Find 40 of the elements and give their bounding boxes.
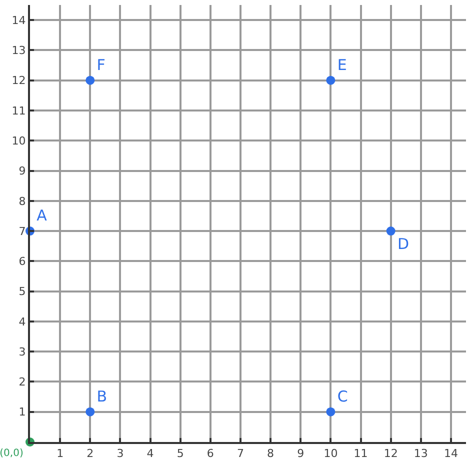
y-tick-label: 5 — [18, 285, 26, 298]
point — [86, 76, 95, 85]
x-tick-label: 6 — [206, 447, 214, 460]
x-tick-label: 2 — [86, 447, 94, 460]
y-tick-label: 6 — [18, 255, 26, 268]
x-tick-label: 4 — [146, 447, 154, 460]
point — [86, 407, 95, 416]
x-tick-label: 9 — [297, 447, 304, 460]
y-tick-label: 12 — [12, 74, 26, 88]
x-tick-label: 7 — [236, 447, 244, 460]
x-tick-label: 3 — [116, 447, 124, 460]
y-tick-label: 9 — [18, 164, 26, 178]
y-tick-label: 1 — [18, 406, 26, 419]
y-tick-label: 10 — [12, 134, 26, 148]
y-tick-label: 14 — [12, 14, 26, 27]
data-label: A — [36, 206, 48, 225]
x-tick-label: 12 — [384, 447, 398, 460]
data-label: F — [96, 56, 106, 74]
y-tick-label: 2 — [18, 376, 26, 389]
y-tick-label: 7 — [18, 224, 26, 238]
x-tick-label: 1 — [56, 447, 64, 460]
y-tick-label: 3 — [18, 345, 26, 358]
data-label: (0,0) — [0, 448, 24, 460]
y-tick-label: 11 — [12, 104, 26, 118]
y-tick-label: 8 — [18, 194, 26, 208]
y-tick-label: 4 — [18, 315, 26, 328]
x-tick-label: 8 — [267, 447, 274, 460]
x-tick-label: 11 — [354, 447, 368, 460]
x-tick-label: 13 — [414, 447, 428, 460]
x-tick-label: 5 — [176, 447, 184, 460]
data-label: C — [337, 387, 348, 406]
data-label: D — [397, 234, 410, 253]
point — [386, 226, 396, 236]
point — [326, 76, 336, 85]
point — [326, 407, 336, 416]
y-tick-label: 13 — [12, 44, 26, 58]
x-tick-label: 10 — [324, 447, 338, 460]
data-label: B — [96, 387, 108, 406]
x-tick-label: 14 — [444, 447, 458, 460]
data-label: E — [337, 56, 347, 74]
